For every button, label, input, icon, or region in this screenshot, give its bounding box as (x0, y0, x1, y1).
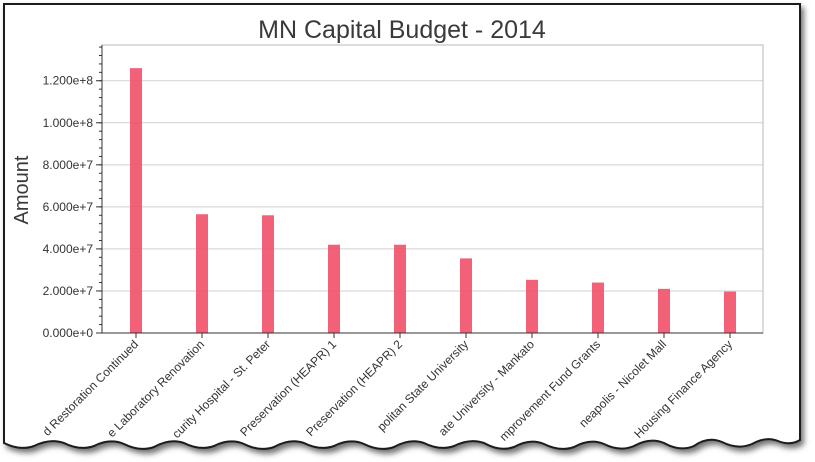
y-tick-label: 8.000e+7 (43, 158, 94, 172)
bar (196, 214, 208, 333)
bar (262, 215, 274, 333)
bars (130, 68, 736, 333)
bar (526, 279, 538, 333)
bar (724, 291, 736, 333)
gridlines (102, 80, 763, 292)
bar (328, 244, 340, 333)
y-tick-label: 0.000e+0 (43, 326, 94, 340)
bar (394, 244, 406, 333)
bar (460, 258, 472, 333)
bar (658, 288, 670, 333)
bar (592, 282, 604, 333)
y-axis-label: Amount (11, 155, 33, 224)
bar (130, 68, 142, 333)
y-tick-label: 4.000e+7 (43, 242, 94, 256)
y-tick-label: 6.000e+7 (43, 200, 94, 214)
chart-title: MN Capital Budget - 2014 (258, 16, 546, 44)
y-tick-label: 1.200e+8 (43, 74, 94, 88)
y-tick-label: 1.000e+8 (43, 116, 94, 130)
y-ticks: 0.000e+0 2.000e+7 4.000e+7 6.000e+7 8.000e+7… (43, 46, 102, 340)
y-tick-label: 2.000e+7 (43, 284, 94, 298)
torn-paper-card (3, 3, 801, 450)
